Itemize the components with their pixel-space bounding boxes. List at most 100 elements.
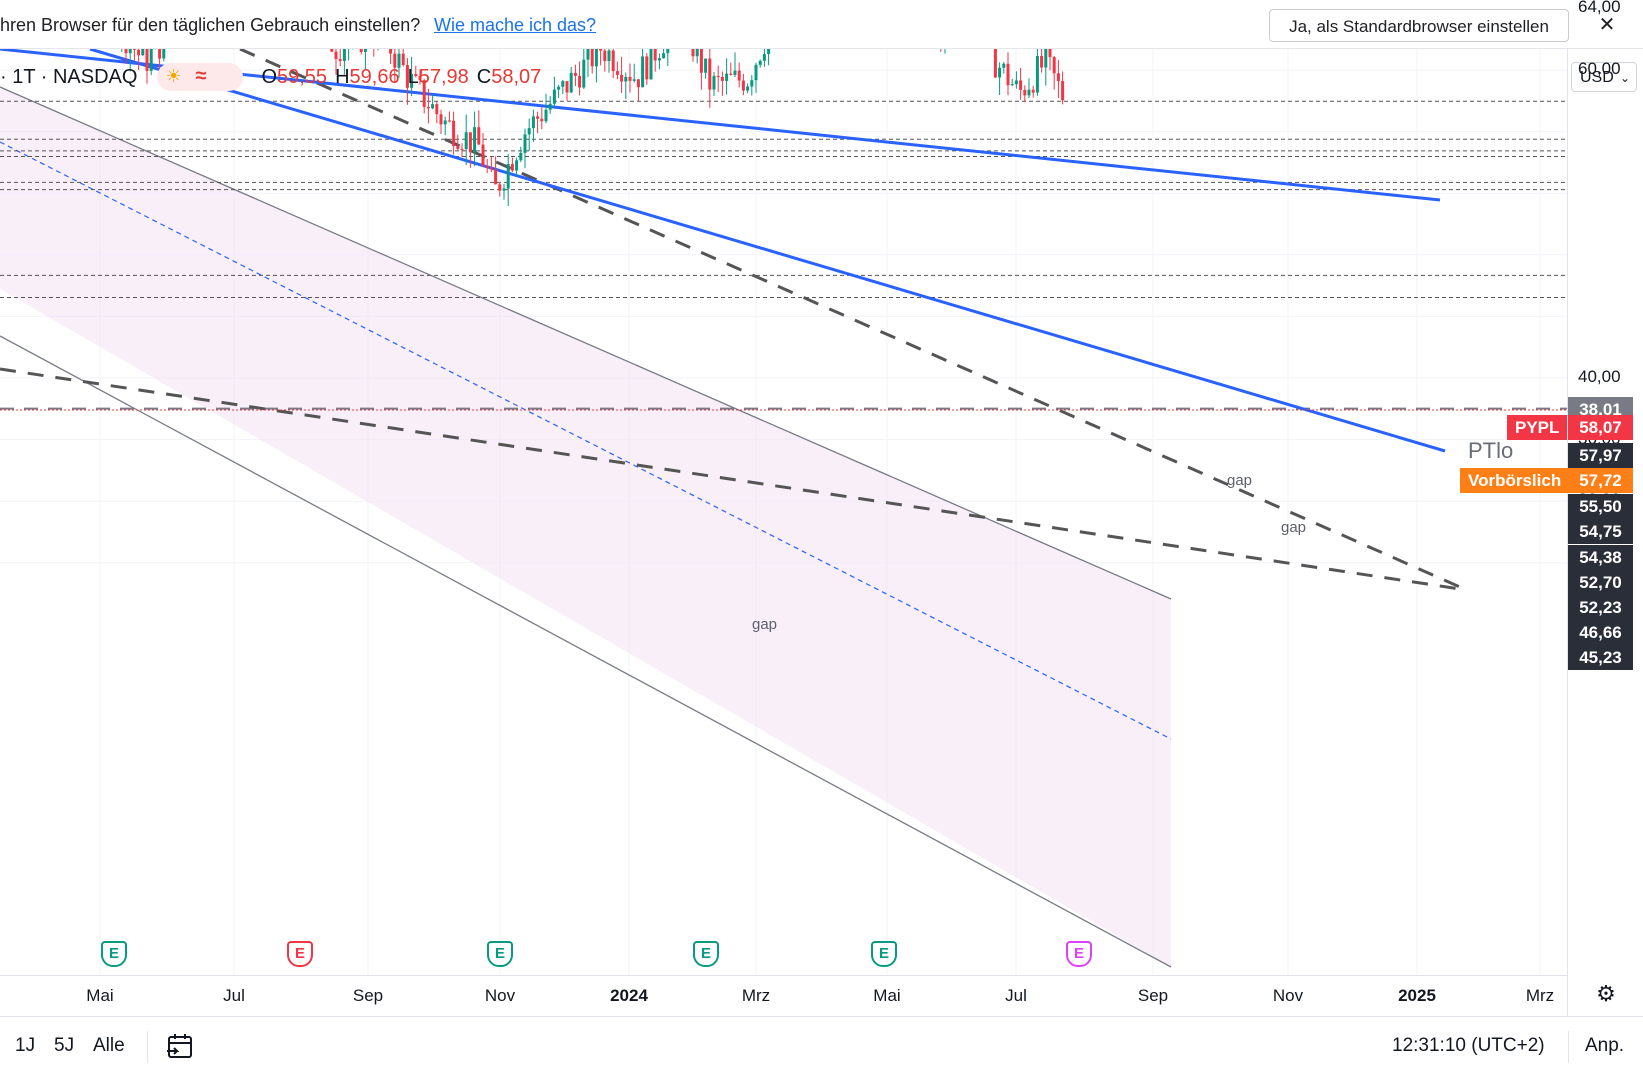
close-value: 58,07 (491, 65, 542, 88)
candle-body (422, 80, 426, 107)
close-label: C (476, 65, 492, 88)
candle-body (691, 49, 695, 57)
range-1y-button[interactable]: 1J (15, 1035, 36, 1056)
candle-body (1002, 63, 1006, 68)
time-tick: Mrz (741, 986, 771, 1005)
candle-body (1027, 89, 1031, 96)
candle-body (124, 49, 128, 54)
candle-body (699, 49, 703, 73)
channel-midline (0, 141, 1172, 740)
candle-body (767, 49, 771, 55)
candle-body (1023, 89, 1027, 96)
candle-body (695, 49, 699, 57)
high-label: H (335, 65, 350, 88)
range-5y-button[interactable]: 5J (54, 1035, 75, 1056)
time-tick: Jul (1005, 986, 1027, 1005)
candle-body (162, 49, 166, 59)
candle-body (498, 184, 502, 191)
earnings-marker[interactable]: E (693, 941, 719, 967)
channel-lower-line (0, 335, 1172, 968)
candle-body (599, 49, 603, 51)
low-value: 57,98 (418, 65, 469, 88)
candle-body (1061, 81, 1065, 101)
clock-timezone[interactable]: 12:31:10 (UTC+2) (1392, 1035, 1545, 1056)
settings-gear-icon[interactable]: ⚙ (1596, 981, 1616, 1006)
price-level-label: 54,38 (1568, 545, 1633, 570)
symbol-title[interactable]: · 1T · NASDAQ (0, 65, 138, 88)
candle-body (1056, 73, 1060, 82)
candle-body (1019, 80, 1023, 90)
candle-body (624, 76, 628, 82)
candle-body (649, 49, 653, 80)
candle-body (741, 80, 745, 91)
time-tick: Jul (223, 986, 245, 1005)
candle-body (342, 49, 346, 61)
adjust-button[interactable]: Anp. (1585, 1035, 1625, 1056)
candle-body (389, 49, 393, 54)
price-scale[interactable] (1567, 49, 1643, 1016)
market-status-badge[interactable]: ☀ ≈ (157, 63, 244, 91)
candle-body (481, 144, 485, 166)
gap-label: gap (1281, 519, 1307, 536)
candle-body (447, 120, 451, 122)
open-value: 59,55 (277, 65, 328, 88)
candle-body (720, 76, 724, 81)
candle-body (1048, 49, 1052, 58)
time-tick: Nov (1272, 986, 1304, 1005)
price-level-label: 52,23 (1568, 595, 1633, 620)
time-tick: 2025 (1398, 986, 1436, 1005)
candle-body (515, 160, 519, 171)
candle-body (632, 79, 636, 81)
candle-body (506, 163, 510, 189)
earnings-marker[interactable]: E (287, 941, 313, 967)
candle-body (452, 120, 456, 147)
earnings-marker[interactable]: E (101, 941, 127, 967)
candle-body (464, 132, 468, 150)
candle-body (746, 86, 750, 91)
candle-body (397, 53, 401, 68)
earnings-marker[interactable]: E (487, 941, 513, 967)
chart-pane[interactable] (0, 49, 1567, 1016)
goto-date-calendar-icon[interactable] (165, 1031, 195, 1061)
chevron-down-icon: ⌄ (1619, 71, 1630, 85)
candle-body (607, 50, 611, 62)
earnings-marker[interactable]: E (1066, 941, 1092, 967)
high-value: 59,66 (349, 65, 400, 88)
candle-body (158, 49, 162, 59)
candle-body (456, 146, 460, 149)
set-default-browser-button[interactable]: Ja, als Standardbrowser einstellen (1269, 9, 1569, 42)
candle-body (561, 81, 565, 87)
candle-body (338, 59, 342, 61)
candle-body (536, 116, 540, 119)
open-label: O (261, 65, 277, 88)
candle-body (573, 72, 577, 76)
candle-body (435, 104, 439, 115)
dashed-trendline-lower (0, 367, 1461, 591)
candle-body (141, 49, 145, 56)
candle-body (145, 49, 149, 71)
candle-body (540, 118, 544, 122)
earnings-marker[interactable]: E (871, 941, 897, 967)
candle-body (628, 76, 632, 81)
candle-body (615, 71, 619, 75)
gap-label: gap (752, 616, 778, 633)
time-tick: Sep (1137, 986, 1169, 1005)
last-price-label: 58,07 (1568, 415, 1633, 440)
candle-body (1014, 80, 1018, 85)
candle-body (594, 49, 598, 67)
premarket-price-label: 57,72 (1568, 468, 1633, 493)
candle-body (708, 58, 712, 90)
currency-select[interactable]: USD ⌄ (1571, 62, 1637, 92)
gap-label: gap (1227, 472, 1253, 489)
candle-body (578, 75, 582, 88)
infobar-close-icon[interactable]: ✕ (1598, 14, 1616, 36)
channel-upper-line (0, 86, 1172, 600)
candle-body (611, 50, 615, 72)
time-axis[interactable]: Mai Jul Sep Nov 2024 Mrz Mai Jul Sep Nov 2025 Mrz (0, 975, 1567, 1017)
price-tick: 60,00 (1578, 59, 1621, 78)
infobar-help-link[interactable]: Wie mache ich das? (434, 15, 597, 35)
candle-body (758, 60, 762, 65)
time-tick: Nov (484, 986, 516, 1005)
range-all-button[interactable]: Alle (93, 1035, 125, 1056)
candle-body (1040, 55, 1044, 68)
